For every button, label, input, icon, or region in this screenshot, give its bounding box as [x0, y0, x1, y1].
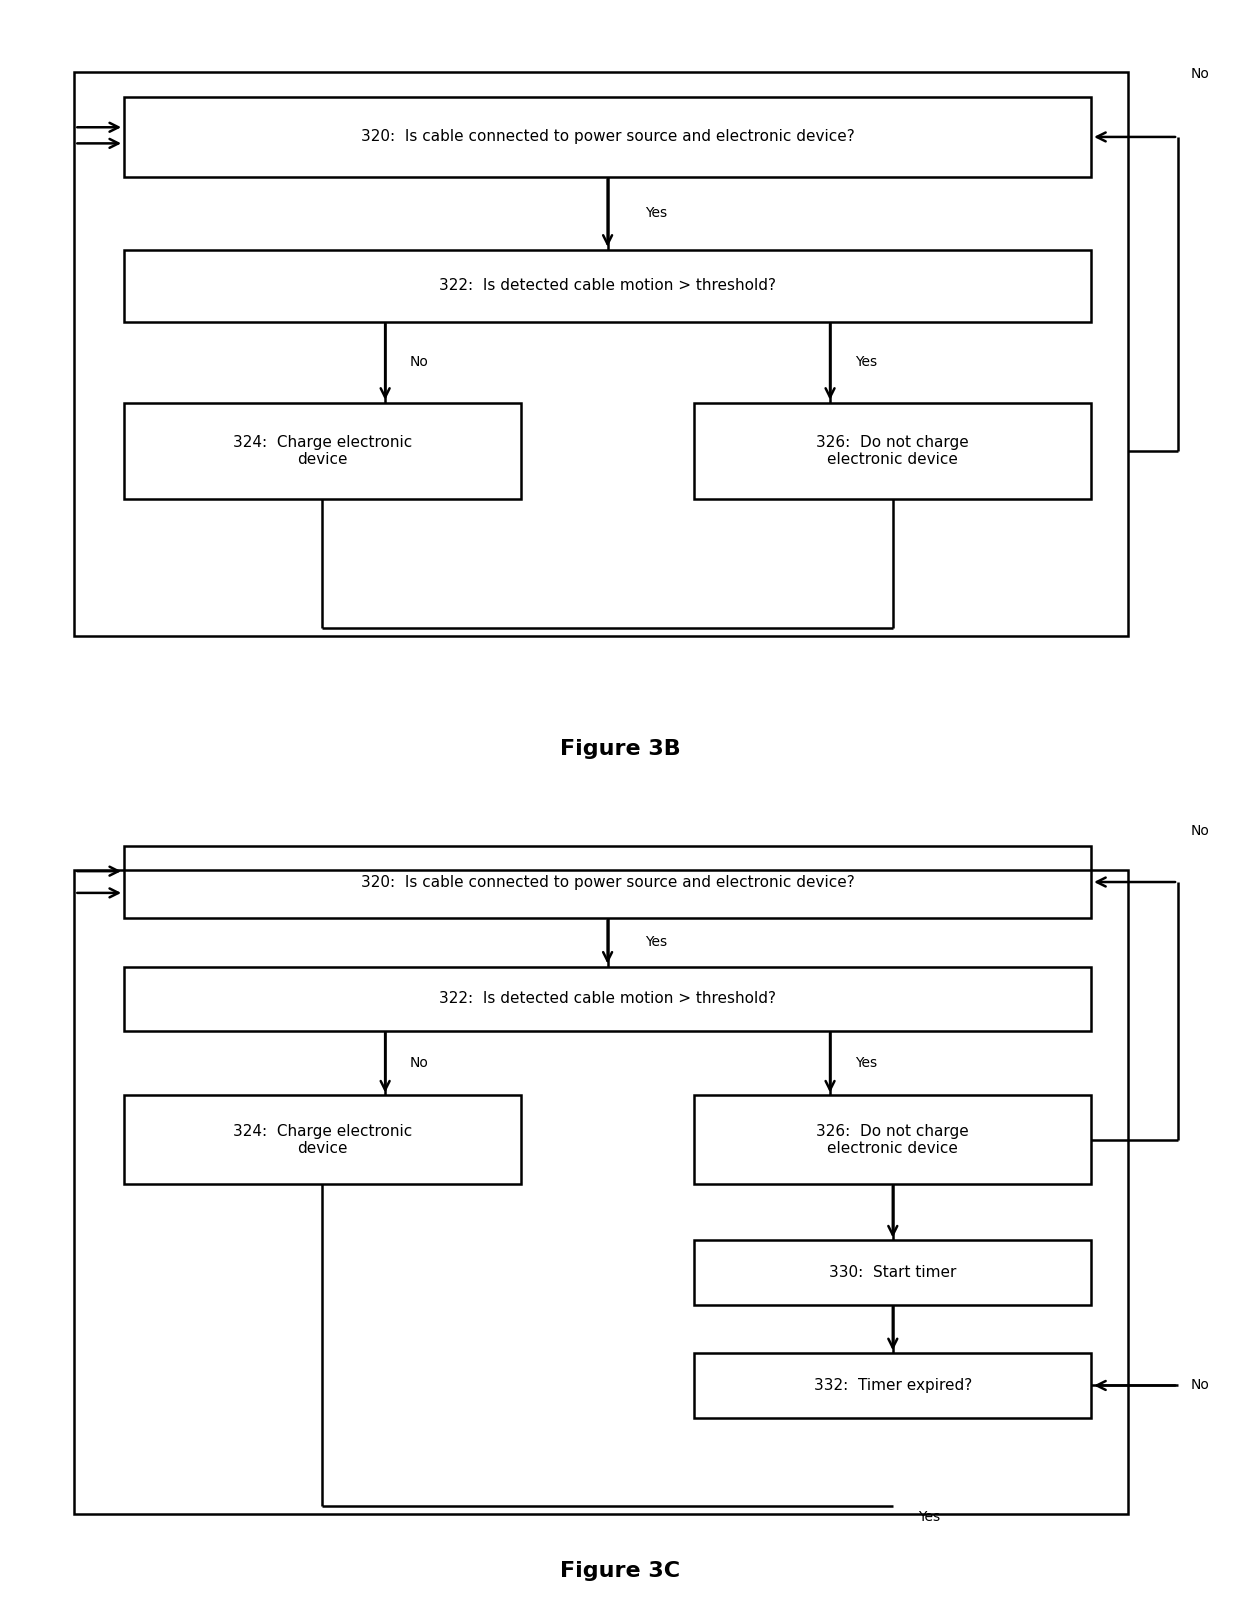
Bar	[124, 403, 521, 499]
Bar	[124, 250, 1091, 322]
Text: Yes: Yes	[854, 356, 877, 369]
Text: Figure 3C: Figure 3C	[560, 1561, 680, 1580]
Text: Yes: Yes	[854, 1057, 877, 1070]
Bar	[694, 1353, 1091, 1418]
Text: 326:  Do not charge
electronic device: 326: Do not charge electronic device	[816, 435, 970, 467]
Text: 330:  Start timer: 330: Start timer	[830, 1265, 956, 1281]
Bar	[74, 870, 1128, 1514]
Text: 320:  Is cable connected to power source and electronic device?: 320: Is cable connected to power source …	[361, 129, 854, 145]
Text: No: No	[410, 1057, 429, 1070]
Text: 324:  Charge electronic
device: 324: Charge electronic device	[233, 435, 412, 467]
Bar	[124, 97, 1091, 177]
Bar	[124, 967, 1091, 1031]
Text: No: No	[410, 356, 429, 369]
Text: 322:  Is detected cable motion > threshold?: 322: Is detected cable motion > threshol…	[439, 991, 776, 1007]
Text: No: No	[1190, 1379, 1209, 1392]
Text: Figure 3B: Figure 3B	[559, 739, 681, 759]
Bar	[694, 1240, 1091, 1305]
Text: Yes: Yes	[918, 1511, 940, 1524]
Text: Yes: Yes	[645, 936, 667, 949]
Bar	[694, 1095, 1091, 1184]
Bar	[124, 846, 1091, 918]
Bar	[694, 403, 1091, 499]
Text: 332:  Timer expired?: 332: Timer expired?	[813, 1377, 972, 1394]
Text: Yes: Yes	[645, 206, 667, 221]
Text: No: No	[1190, 66, 1209, 81]
Text: 320:  Is cable connected to power source and electronic device?: 320: Is cable connected to power source …	[361, 875, 854, 889]
Bar	[74, 72, 1128, 636]
Text: 322:  Is detected cable motion > threshold?: 322: Is detected cable motion > threshol…	[439, 279, 776, 293]
Text: No: No	[1190, 823, 1209, 838]
Text: 326:  Do not charge
electronic device: 326: Do not charge electronic device	[816, 1123, 970, 1157]
Bar	[124, 1095, 521, 1184]
Text: 324:  Charge electronic
device: 324: Charge electronic device	[233, 1123, 412, 1157]
